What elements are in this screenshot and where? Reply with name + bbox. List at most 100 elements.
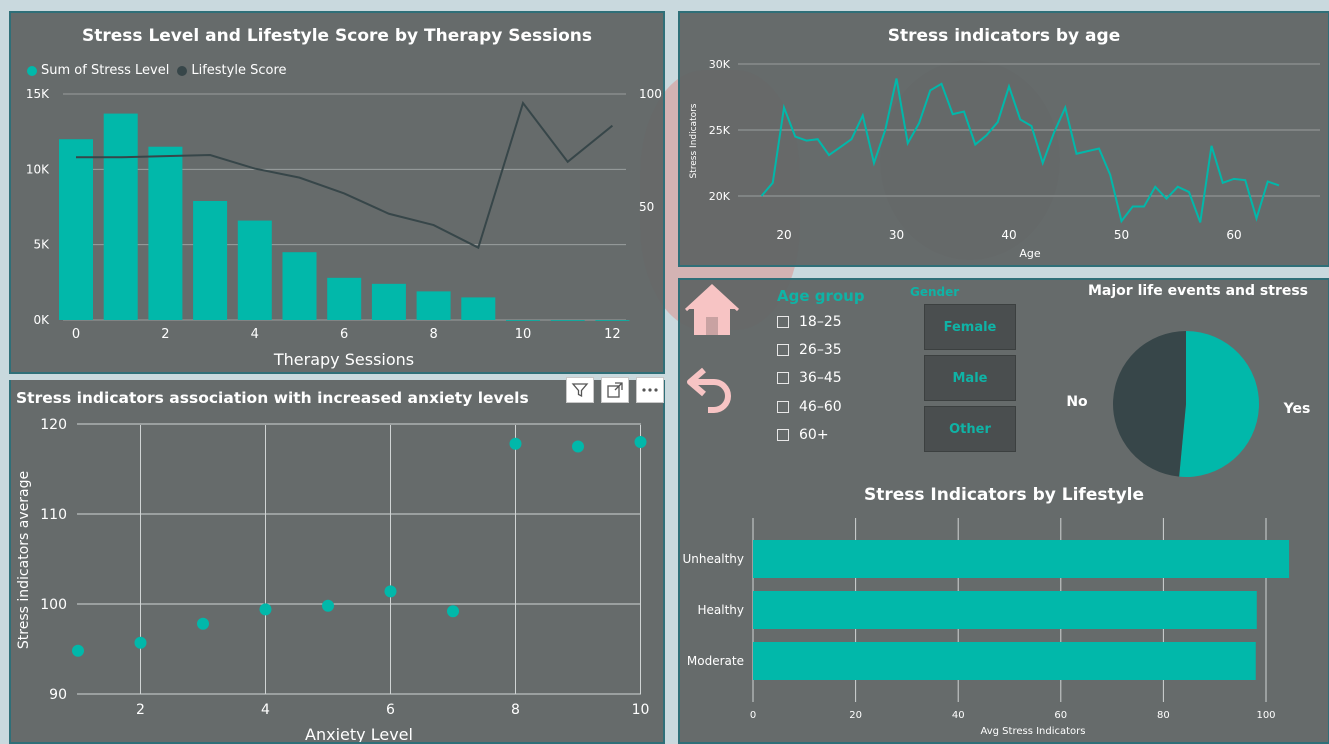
- bar: [103, 113, 138, 320]
- scatter-point: [634, 436, 647, 448]
- y-axis-title: Stress indicators average: [16, 471, 32, 649]
- chart-legend: Sum of Stress Level Lifestyle Score: [27, 63, 287, 78]
- y-tick-label: 20K: [709, 190, 731, 203]
- scatter-point: [197, 617, 209, 630]
- x-tick-label: 8: [429, 327, 437, 342]
- checkbox[interactable]: [777, 344, 789, 356]
- x-tick-label: 100: [1256, 710, 1275, 721]
- x-tick-label: 6: [340, 327, 348, 342]
- back-button[interactable]: [684, 360, 738, 416]
- more-options-button[interactable]: [636, 377, 664, 403]
- filter-button[interactable]: [566, 377, 594, 403]
- x-axis-title: Age: [1019, 247, 1041, 260]
- legend-marker-lifestyle: [177, 65, 188, 76]
- scatter-point: [259, 603, 272, 616]
- y-tick-label: 25K: [709, 124, 731, 137]
- bar: [506, 320, 540, 321]
- legend-marker-stress: [27, 65, 37, 76]
- option-label: 36–45: [799, 370, 842, 386]
- bar: [371, 283, 406, 320]
- x-tick-label: 12: [604, 327, 621, 342]
- combo-chart: 0K 5K 10K 15K 50 100 0 2 4 6 8 10 12 Therapy Sessions: [26, 87, 662, 369]
- scatter-point: [134, 636, 147, 649]
- combo-chart-panel: Stress Level and Lifestyle Score by Ther…: [9, 11, 665, 374]
- age-group-slicer-title: Age group: [777, 287, 865, 305]
- bar: [753, 642, 1256, 680]
- x-tick-label: 40: [1001, 228, 1016, 242]
- x-tick-label: 10: [632, 702, 650, 718]
- checkbox[interactable]: [777, 316, 789, 328]
- pie-slice: [1113, 331, 1186, 477]
- option-label: 26–35: [799, 342, 842, 358]
- x-tick-label: 40: [952, 710, 965, 721]
- age-option-26-35[interactable]: 26–35: [777, 339, 842, 361]
- bar: [59, 139, 93, 320]
- x-axis-title: Therapy Sessions: [273, 350, 414, 369]
- x-tick-label: 20: [776, 228, 791, 242]
- y-tick-label: 120: [40, 417, 67, 433]
- y-tick-label: 100: [40, 597, 67, 613]
- y2-tick-label: 50: [639, 200, 654, 214]
- y-tick-label: 110: [40, 507, 67, 523]
- checkbox[interactable]: [777, 372, 789, 384]
- pie-chart-title: Major life events and stress: [1088, 283, 1309, 299]
- y-tick-label: 15K: [26, 87, 50, 101]
- x-tick-label: 20: [849, 710, 862, 721]
- scatter-point: [447, 605, 459, 618]
- option-label: 46–60: [799, 399, 842, 415]
- y-tick-label: 0K: [33, 313, 50, 327]
- option-label: 18–25: [799, 314, 842, 330]
- gender-slicer-title: Gender: [910, 285, 960, 299]
- x-tick-label: 0: [750, 710, 756, 721]
- scatter-point: [322, 599, 334, 612]
- y-tick-label: 10K: [26, 162, 50, 176]
- x-tick-label: 10: [515, 327, 532, 342]
- lifestyle-bar-chart: 0 20 40 60 80 100 Unhealthy Healthy Moderate Avg …: [683, 518, 1290, 737]
- pie-slice: [1179, 331, 1259, 477]
- y2-tick-label: 100: [639, 87, 662, 101]
- checkbox[interactable]: [777, 401, 789, 413]
- bar: [193, 200, 228, 320]
- bar: [416, 291, 451, 320]
- scatter-point: [72, 644, 84, 657]
- scatter-point: [384, 585, 397, 598]
- gender-option-female[interactable]: Female: [924, 304, 1016, 350]
- bar: [282, 252, 317, 320]
- y-axis-title: Stress Indicators: [689, 103, 699, 178]
- age-option-60-plus[interactable]: 60+: [777, 424, 829, 446]
- x-tick-label: 60: [1226, 228, 1241, 242]
- filter-icon: [571, 383, 589, 398]
- bar: [753, 591, 1257, 629]
- x-tick-label: 4: [261, 702, 270, 718]
- hbar-chart-title: Stress Indicators by Lifestyle: [863, 485, 1145, 505]
- legend-label-lifestyle: Lifestyle Score: [191, 63, 287, 78]
- x-tick-label: 0: [72, 327, 80, 342]
- age-option-36-45[interactable]: 36–45: [777, 367, 842, 389]
- x-tick-label: 80: [1157, 710, 1170, 721]
- gender-option-male[interactable]: Male: [924, 355, 1016, 401]
- scatter-chart: 90 100 110 120 2 4 6 8 10 Anxiety Level Stress ind…: [16, 417, 650, 742]
- bar: [461, 297, 496, 320]
- age-option-46-60[interactable]: 46–60: [777, 396, 842, 418]
- checkbox[interactable]: [777, 429, 789, 441]
- x-tick-label: 60: [1054, 710, 1067, 721]
- y-tick-label: 30K: [709, 58, 731, 71]
- y-tick-label: 5K: [33, 238, 50, 252]
- scatter-point: [572, 440, 584, 453]
- pie-chart: No Yes: [1066, 331, 1310, 477]
- x-axis-title: Avg Stress Indicators: [980, 726, 1085, 737]
- age-line-chart: 20K 25K 30K 20 30 40 50 60 Age Stress Indicators: [689, 58, 1320, 260]
- home-button[interactable]: [684, 283, 740, 339]
- bar: [753, 540, 1290, 578]
- chart-title: Stress Level and Lifestyle Score by Ther…: [82, 26, 592, 46]
- lifestyle-score-line: [76, 100, 614, 250]
- y-category-label: Healthy: [697, 603, 744, 617]
- gender-option-other[interactable]: Other: [924, 406, 1016, 452]
- focus-mode-button[interactable]: [601, 377, 629, 403]
- pie-label-no: No: [1066, 394, 1088, 410]
- age-option-18-25[interactable]: 18–25: [777, 311, 842, 333]
- age-line-chart-panel: Stress indicators by age 20K 25K 30K 20 30 40…: [678, 11, 1329, 267]
- x-tick-label: 30: [889, 228, 904, 242]
- x-tick-label: 8: [511, 702, 520, 718]
- home-icon: [684, 283, 740, 335]
